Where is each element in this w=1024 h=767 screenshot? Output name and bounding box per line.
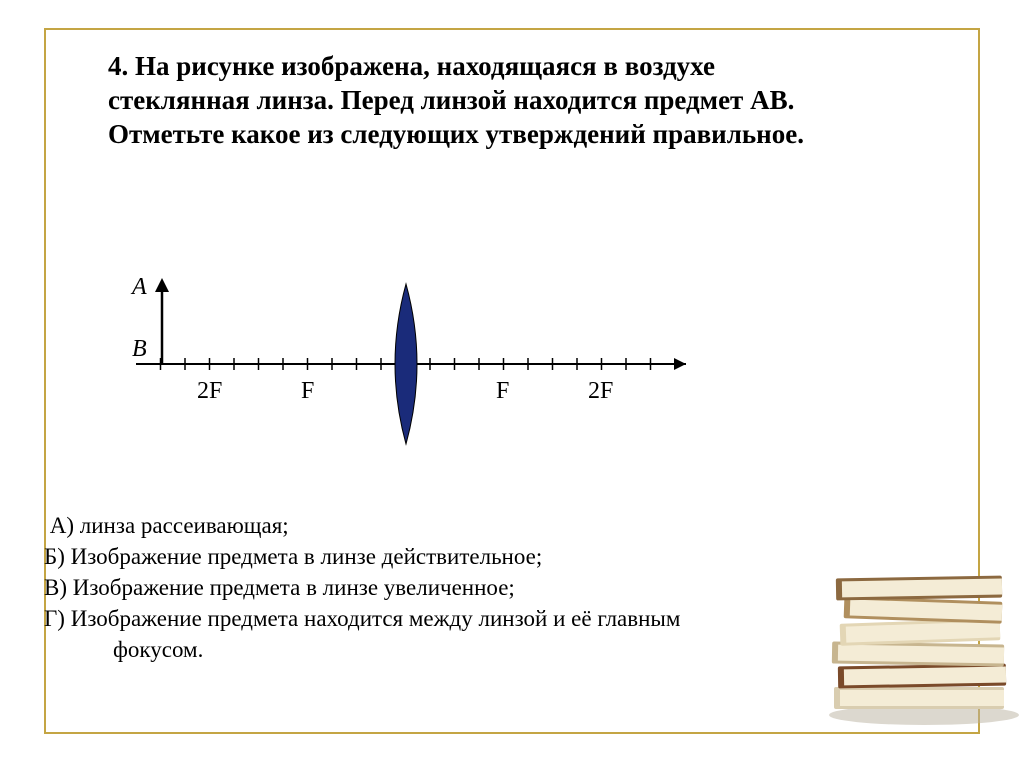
books-stack-icon — [804, 507, 1024, 727]
answer-options: А) линза рассеивающая; Б) Изображение пр… — [44, 510, 844, 665]
svg-text:A: A — [130, 274, 147, 300]
answer-a: А) линза рассеивающая; — [44, 510, 844, 541]
svg-text:F: F — [301, 378, 314, 404]
svg-text:2F: 2F — [588, 378, 613, 404]
svg-text:2F: 2F — [197, 378, 222, 404]
answer-d-line1: Г) Изображение предмета находится между … — [44, 603, 844, 634]
answer-c: В) Изображение предмета в линзе увеличен… — [44, 572, 844, 603]
svg-text:F: F — [496, 378, 509, 404]
answer-d-line2: фокусом. — [44, 634, 844, 665]
lens-diagram: A B 2F F F 2F — [76, 224, 716, 464]
question-text: 4. На рисунке изображена, находящаяся в … — [108, 50, 848, 151]
answer-b: Б) Изображение предмета в линзе действит… — [44, 541, 844, 572]
svg-text:B: B — [132, 336, 147, 362]
